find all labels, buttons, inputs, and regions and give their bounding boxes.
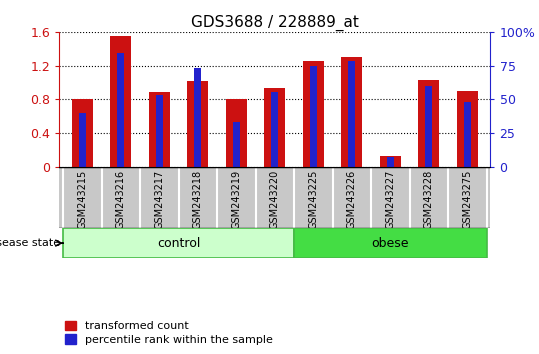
Bar bbox=[264, 88, 286, 167]
Text: control: control bbox=[157, 236, 201, 250]
Bar bbox=[425, 86, 432, 167]
Bar bbox=[341, 57, 362, 167]
Text: GSM243225: GSM243225 bbox=[308, 170, 319, 229]
Bar bbox=[418, 80, 439, 167]
Bar bbox=[233, 122, 240, 167]
Bar bbox=[294, 228, 487, 258]
Bar bbox=[387, 157, 394, 167]
Bar bbox=[303, 61, 324, 167]
Bar bbox=[348, 62, 355, 167]
Text: GSM243218: GSM243218 bbox=[193, 170, 203, 229]
Text: GSM243215: GSM243215 bbox=[78, 170, 87, 229]
Bar bbox=[195, 68, 202, 167]
Bar bbox=[72, 99, 93, 167]
Bar bbox=[457, 91, 478, 167]
Text: GSM243220: GSM243220 bbox=[270, 170, 280, 229]
Bar bbox=[63, 228, 294, 258]
Bar bbox=[149, 92, 170, 167]
Title: GDS3688 / 228889_at: GDS3688 / 228889_at bbox=[191, 14, 359, 30]
Text: GSM243227: GSM243227 bbox=[385, 170, 396, 229]
Legend: transformed count, percentile rank within the sample: transformed count, percentile rank withi… bbox=[65, 321, 273, 345]
Text: GSM243219: GSM243219 bbox=[231, 170, 241, 229]
Text: GSM243216: GSM243216 bbox=[116, 170, 126, 229]
Bar bbox=[310, 65, 317, 167]
Bar bbox=[118, 53, 125, 167]
Bar bbox=[226, 99, 247, 167]
Text: GSM243226: GSM243226 bbox=[347, 170, 357, 229]
Bar bbox=[156, 95, 163, 167]
Bar bbox=[79, 113, 86, 167]
Bar bbox=[380, 156, 401, 167]
Bar bbox=[110, 36, 132, 167]
Bar bbox=[464, 102, 471, 167]
Text: GSM243228: GSM243228 bbox=[424, 170, 434, 229]
Text: disease state: disease state bbox=[0, 238, 60, 248]
Text: obese: obese bbox=[371, 236, 409, 250]
Bar bbox=[188, 81, 209, 167]
Text: GSM243217: GSM243217 bbox=[154, 170, 164, 229]
Bar bbox=[272, 92, 278, 167]
Text: GSM243275: GSM243275 bbox=[462, 170, 472, 229]
